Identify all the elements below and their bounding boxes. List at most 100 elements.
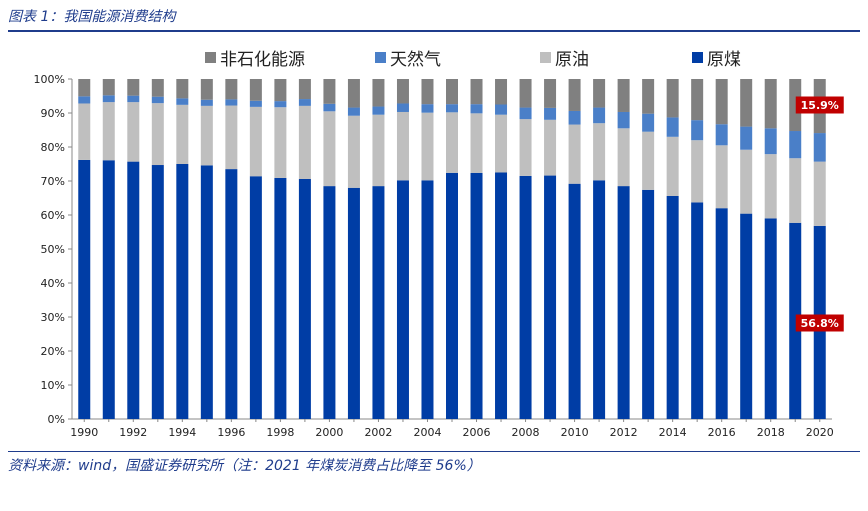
bar-gas-2003 [396, 103, 409, 112]
bar-oil-1990 [78, 103, 91, 160]
bar-oil-2015 [691, 140, 704, 203]
bar-gas-2008 [519, 107, 532, 120]
bar-gas-1990 [78, 96, 91, 104]
chart-legend: 非石化能源 天然气 原油 原煤 [0, 44, 868, 70]
bar-gas-2017 [740, 126, 753, 150]
bar-non-fossil-1990 [78, 79, 91, 97]
bar-oil-2002 [372, 114, 385, 187]
x-tick-label: 2020 [806, 426, 834, 439]
bar-oil-2003 [396, 111, 409, 181]
x-tick-label: 2016 [708, 426, 736, 439]
bar-coal-2014 [666, 195, 679, 419]
bar-coal-1997 [249, 176, 262, 419]
bar-oil-2014 [666, 136, 679, 196]
y-tick-label: 10% [41, 379, 65, 392]
x-tick-label: 1998 [266, 426, 294, 439]
title-divider [8, 30, 860, 32]
x-tick-label: 2002 [364, 426, 392, 439]
bar-coal-2013 [642, 189, 655, 419]
bar-non-fossil-2002 [372, 79, 385, 107]
legend-label-non-fossil: 非石化能源 [220, 49, 305, 70]
bar-coal-1994 [176, 164, 189, 419]
bar-non-fossil-2012 [617, 79, 630, 112]
bar-non-fossil-2013 [642, 79, 655, 114]
bar-oil-1994 [176, 104, 189, 164]
bar-gas-1991 [102, 95, 115, 103]
bar-coal-2010 [568, 183, 581, 419]
bar-non-fossil-2018 [764, 79, 777, 129]
bar-coal-2015 [691, 202, 704, 419]
legend-item-gas: 天然气 [375, 44, 441, 70]
legend-item-non-fossil: 非石化能源 [205, 44, 305, 70]
bar-non-fossil-2006 [470, 79, 483, 105]
y-tick-label: 100% [34, 73, 65, 86]
bar-oil-2018 [764, 154, 777, 219]
bar-coal-1992 [127, 161, 140, 419]
annotation-label-1: 56.8% [801, 317, 839, 330]
bar-coal-2005 [446, 172, 458, 419]
bar-non-fossil-2008 [519, 79, 532, 108]
x-tick-label: 2012 [610, 426, 638, 439]
bar-coal-2007 [495, 172, 508, 419]
legend-swatch-gas [375, 51, 386, 63]
bar-non-fossil-1994 [176, 79, 189, 99]
legend-label-oil: 原油 [555, 49, 589, 70]
bar-coal-2009 [544, 175, 557, 419]
bar-oil-2005 [446, 112, 458, 173]
bar-coal-2003 [396, 180, 409, 419]
bar-oil-2009 [544, 119, 557, 176]
legend-swatch-oil [540, 51, 551, 63]
bar-coal-2004 [421, 180, 434, 419]
figure-title: 图表 1：我国能源消费结构 [8, 9, 176, 25]
bar-non-fossil-2015 [691, 79, 704, 121]
x-tick-label: 1992 [119, 426, 147, 439]
y-tick-label: 0% [48, 413, 65, 426]
y-tick-label: 90% [41, 107, 65, 120]
legend-item-coal: 原煤 [692, 44, 741, 70]
x-tick-label: 2000 [315, 426, 343, 439]
bar-oil-2006 [470, 113, 483, 173]
legend-item-oil: 原油 [540, 44, 589, 70]
bar-non-fossil-1991 [102, 79, 115, 96]
bar-coal-2001 [347, 187, 360, 419]
bar-coal-1993 [151, 165, 164, 419]
bar-gas-1999 [298, 99, 311, 106]
bar-gas-2006 [470, 104, 483, 114]
x-tick-label: 2018 [757, 426, 785, 439]
bar-coal-2019 [789, 222, 802, 419]
annotation-box-0 [795, 96, 844, 114]
x-tick-label: 2006 [463, 426, 491, 439]
bar-gas-2019 [789, 131, 802, 159]
bar-gas-1992 [127, 95, 140, 103]
source-divider [8, 451, 860, 452]
y-tick-label: 60% [41, 209, 65, 222]
figure-source-note: 资料来源：wind，国盛证券研究所（注：2021 年煤炭消费占比降至 56%） [8, 458, 481, 474]
bar-coal-2011 [593, 180, 606, 419]
bar-coal-2016 [715, 208, 728, 419]
bar-non-fossil-1999 [298, 79, 311, 100]
bar-oil-2007 [495, 114, 508, 173]
bar-non-fossil-2009 [544, 79, 557, 108]
bar-coal-2018 [764, 218, 777, 419]
bar-coal-1995 [200, 165, 213, 419]
bar-coal-1999 [298, 178, 311, 419]
y-tick-label: 30% [41, 311, 65, 324]
bar-gas-2014 [666, 117, 679, 137]
legend-swatch-non-fossil [205, 51, 216, 63]
bar-non-fossil-2014 [666, 79, 679, 118]
y-tick-label: 80% [41, 141, 65, 154]
bar-oil-2017 [740, 149, 753, 214]
x-tick-label: 2008 [512, 426, 540, 439]
bar-oil-1996 [225, 105, 238, 170]
bar-coal-2008 [519, 175, 532, 419]
bar-non-fossil-2005 [446, 79, 458, 105]
bar-gas-2013 [642, 113, 655, 132]
bar-oil-1998 [274, 107, 287, 178]
bar-gas-2007 [495, 104, 508, 115]
bar-non-fossil-2003 [396, 79, 409, 104]
bar-coal-2017 [740, 213, 753, 419]
bar-non-fossil-2001 [347, 79, 360, 108]
bar-coal-2002 [372, 186, 385, 419]
bar-non-fossil-1998 [274, 79, 287, 102]
